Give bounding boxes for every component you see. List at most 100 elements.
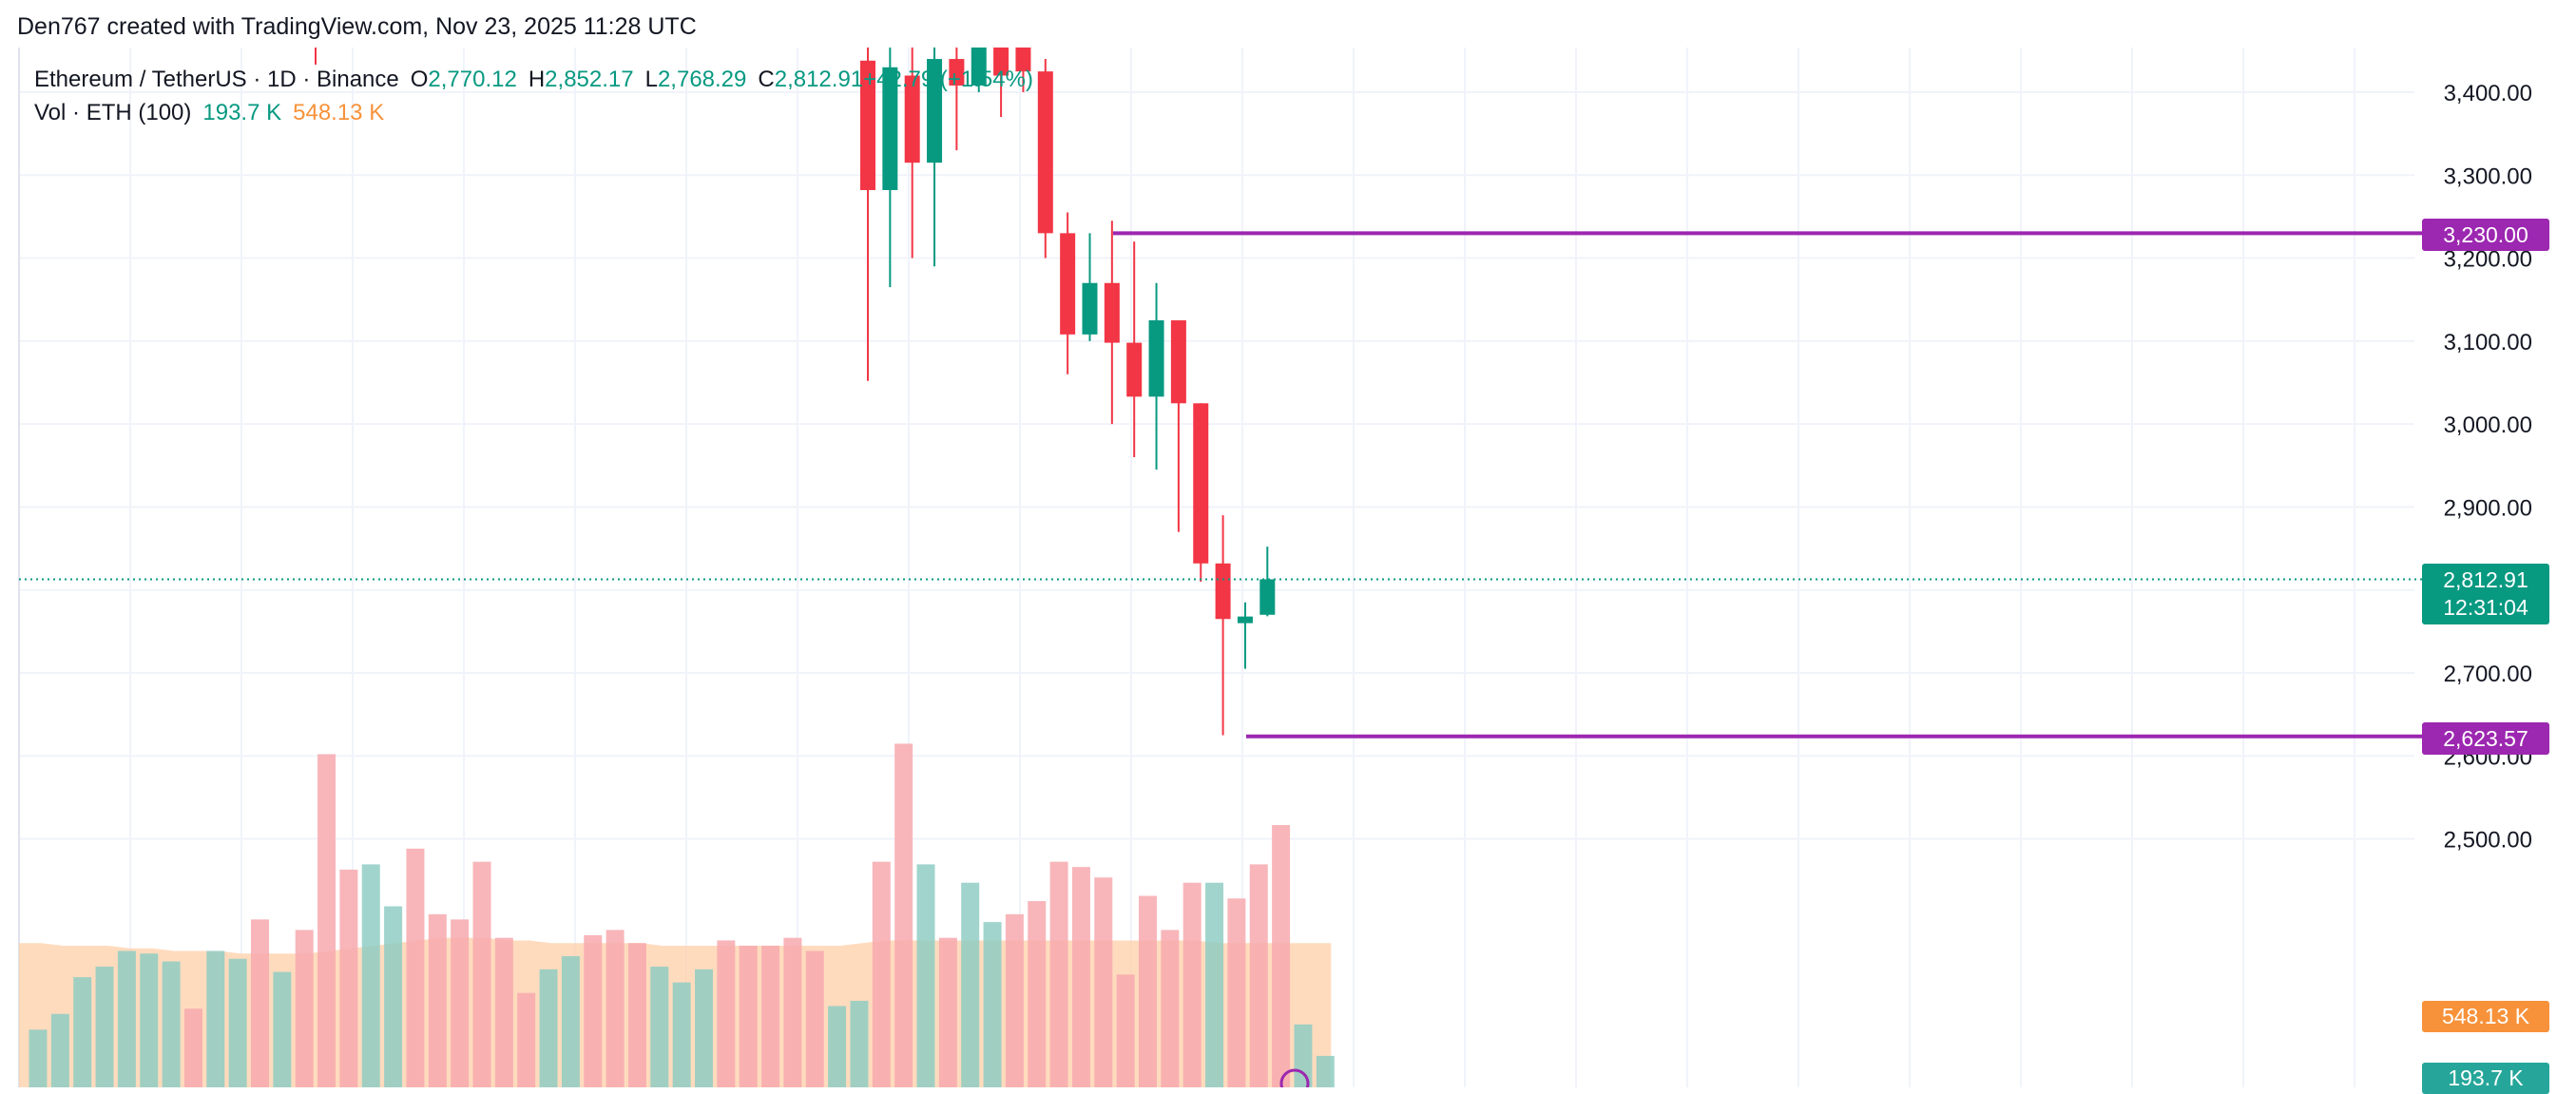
open-label: O bbox=[410, 67, 429, 92]
candle-body bbox=[1126, 342, 1143, 397]
candle-body bbox=[971, 48, 987, 86]
volume-bar bbox=[739, 945, 758, 1087]
volume-bar bbox=[916, 864, 935, 1087]
level-low-tag[interactable]: 2,623.57 bbox=[2422, 722, 2549, 755]
symbol-name: Ethereum / TetherUS · 1D · Binance bbox=[34, 67, 399, 92]
candles bbox=[315, 48, 1276, 736]
candle bbox=[1215, 515, 1231, 736]
candle-body bbox=[927, 59, 943, 163]
last-price-tag[interactable]: 2,812.91 12:31:04 bbox=[2422, 564, 2549, 624]
candle bbox=[1037, 59, 1053, 259]
close-value: 2,812.91 bbox=[774, 67, 864, 92]
volume-bar bbox=[29, 1029, 48, 1087]
volume-bar bbox=[472, 861, 491, 1087]
candle bbox=[1193, 403, 1209, 582]
volume-bar bbox=[140, 953, 159, 1087]
volume-bar bbox=[162, 961, 181, 1087]
volume-bar bbox=[1028, 901, 1047, 1087]
volume-bar bbox=[451, 919, 470, 1087]
candle-body bbox=[1015, 48, 1031, 72]
candle-body bbox=[1170, 320, 1186, 404]
grid bbox=[18, 48, 2414, 1087]
volume-bar bbox=[1005, 913, 1024, 1087]
volume-bar bbox=[1227, 898, 1246, 1087]
volume-bar bbox=[584, 934, 603, 1087]
candle-body bbox=[882, 67, 898, 190]
volume-bar bbox=[627, 943, 646, 1087]
volume-bar bbox=[828, 1006, 847, 1087]
price-axis-tick-label: 2,700.00 bbox=[2444, 662, 2532, 687]
candle bbox=[993, 48, 1009, 118]
volume-bar bbox=[850, 1000, 869, 1087]
volume-bar bbox=[672, 982, 691, 1087]
volume-bar bbox=[961, 882, 980, 1087]
volume-bar bbox=[361, 864, 380, 1087]
volume-bar bbox=[983, 922, 1002, 1087]
volume-legend: Vol · ETH (100) 193.7 K 548.13 K bbox=[34, 100, 384, 126]
candle-body bbox=[949, 59, 965, 86]
change-value: +42.79 (+1.54%) bbox=[863, 67, 1033, 92]
volume-bar bbox=[206, 950, 225, 1087]
volume-bar bbox=[1139, 895, 1157, 1087]
volume-bar bbox=[1205, 882, 1224, 1087]
volume-bar bbox=[872, 861, 891, 1087]
volume-pane bbox=[19, 743, 1335, 1087]
candle-body bbox=[1104, 282, 1120, 343]
candle-body bbox=[1060, 233, 1076, 335]
volume-bar bbox=[95, 967, 114, 1087]
volume-bar bbox=[539, 969, 558, 1087]
volume-bar bbox=[1161, 930, 1180, 1087]
candle bbox=[1148, 282, 1164, 470]
price-axis-tick-label: 3,300.00 bbox=[2444, 163, 2532, 189]
volume-bar bbox=[1294, 1024, 1313, 1087]
candle bbox=[882, 48, 898, 288]
price-axis-tick-label: 3,000.00 bbox=[2444, 413, 2532, 438]
high-value: 2,852.17 bbox=[545, 67, 634, 92]
volume-bar bbox=[384, 906, 403, 1087]
volume-bar bbox=[406, 848, 425, 1087]
candle-body bbox=[1082, 282, 1098, 335]
horizontal-levels[interactable] bbox=[19, 231, 2422, 1087]
volume-bar bbox=[606, 930, 625, 1087]
candle-body bbox=[860, 60, 875, 190]
countdown-value: 12:31:04 bbox=[2443, 595, 2528, 620]
volume-ma-value: 548.13 K bbox=[293, 100, 385, 125]
candle-body bbox=[1193, 403, 1209, 564]
candle-body bbox=[904, 75, 920, 163]
candle bbox=[1060, 212, 1076, 374]
volume-ma-tag: 548.13 K bbox=[2422, 1001, 2549, 1032]
volume-bar bbox=[1182, 882, 1201, 1087]
candle-body bbox=[993, 48, 1009, 76]
volume-bar bbox=[317, 754, 336, 1087]
volume-bar bbox=[273, 971, 292, 1087]
volume-bar bbox=[50, 1013, 69, 1087]
candle bbox=[1259, 547, 1276, 617]
credit-text: Den767 created with TradingView.com, Nov… bbox=[17, 13, 697, 40]
volume-bar bbox=[695, 969, 713, 1087]
candle-body bbox=[1037, 71, 1053, 234]
volume-bar bbox=[494, 937, 513, 1087]
symbol-legend: Ethereum / TetherUS · 1D · Binance O2,770… bbox=[34, 67, 1033, 93]
candle bbox=[1104, 221, 1120, 425]
volume-bar bbox=[783, 937, 802, 1087]
high-label: H bbox=[528, 67, 546, 92]
volume-bar bbox=[428, 913, 447, 1087]
volume-bar bbox=[938, 937, 957, 1087]
volume-value: 193.7 K bbox=[202, 100, 282, 125]
volume-bar bbox=[717, 940, 736, 1087]
level-high-tag[interactable]: 3,230.00 bbox=[2422, 219, 2549, 251]
volume-tag: 193.7 K bbox=[2422, 1063, 2549, 1094]
candle bbox=[1015, 48, 1031, 92]
volume-bar bbox=[1049, 861, 1068, 1087]
volume-bar bbox=[228, 958, 247, 1087]
price-axis-tick-label: 3,100.00 bbox=[2444, 330, 2532, 355]
close-label: C bbox=[758, 67, 775, 92]
drawing-handle-icon[interactable] bbox=[1279, 1068, 1310, 1087]
volume-bar bbox=[251, 919, 269, 1087]
volume-bar bbox=[561, 956, 580, 1087]
volume-bar bbox=[517, 992, 536, 1087]
volume-bar bbox=[339, 869, 358, 1087]
candle bbox=[949, 48, 965, 151]
price-axis-tick-label: 2,900.00 bbox=[2444, 495, 2532, 521]
